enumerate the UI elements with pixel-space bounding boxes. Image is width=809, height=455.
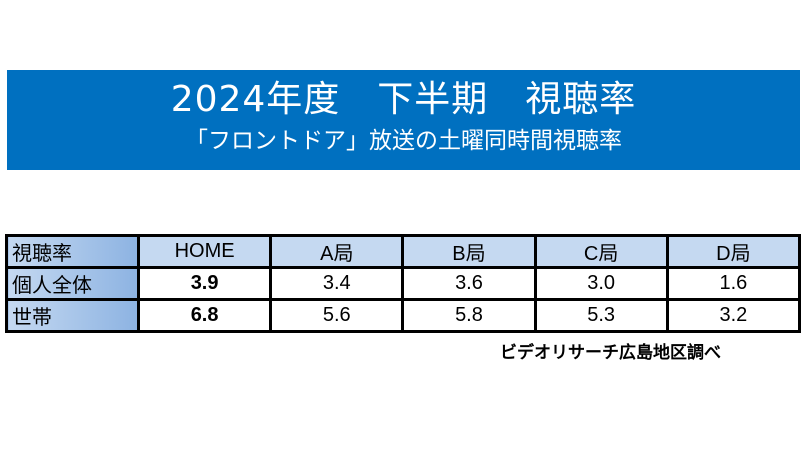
- cell: 3.6: [401, 266, 537, 301]
- header-row: 視聴率 HOME A局 B局 C局 D局: [5, 234, 802, 269]
- cell: 3.0: [533, 266, 669, 301]
- cell: 5.8: [401, 298, 537, 333]
- cell: 3.4: [269, 266, 405, 301]
- title-banner: 2024年度 下半期 視聴率 「フロントドア」放送の土曜同時間視聴率: [7, 70, 800, 170]
- row-label: 世帯: [5, 298, 140, 333]
- cell: 3.2: [665, 298, 802, 333]
- cell: 5.6: [269, 298, 405, 333]
- header-cell: C局: [533, 234, 669, 269]
- subtitle: 「フロントドア」放送の土曜同時間視聴率: [185, 128, 622, 154]
- cell: 6.8: [136, 298, 273, 333]
- header-cell: D局: [665, 234, 802, 269]
- header-cell: HOME: [136, 234, 273, 269]
- cell: 5.3: [533, 298, 669, 333]
- row-label: 個人全体: [5, 266, 140, 301]
- ratings-table: 視聴率 HOME A局 B局 C局 D局 個人全体 3.9 3.4 3.6 3.…: [5, 234, 802, 333]
- header-cell: A局: [269, 234, 405, 269]
- table-row: 世帯 6.8 5.6 5.8 5.3 3.2: [5, 298, 802, 333]
- header-cell: B局: [401, 234, 537, 269]
- cell: 3.9: [136, 266, 273, 301]
- table-row: 個人全体 3.9 3.4 3.6 3.0 1.6: [5, 266, 802, 301]
- cell: 1.6: [665, 266, 802, 301]
- source-note: ビデオリサーチ広島地区調べ: [500, 343, 721, 363]
- title: 2024年度 下半期 視聴率: [170, 79, 637, 120]
- header-cell: 視聴率: [5, 234, 140, 269]
